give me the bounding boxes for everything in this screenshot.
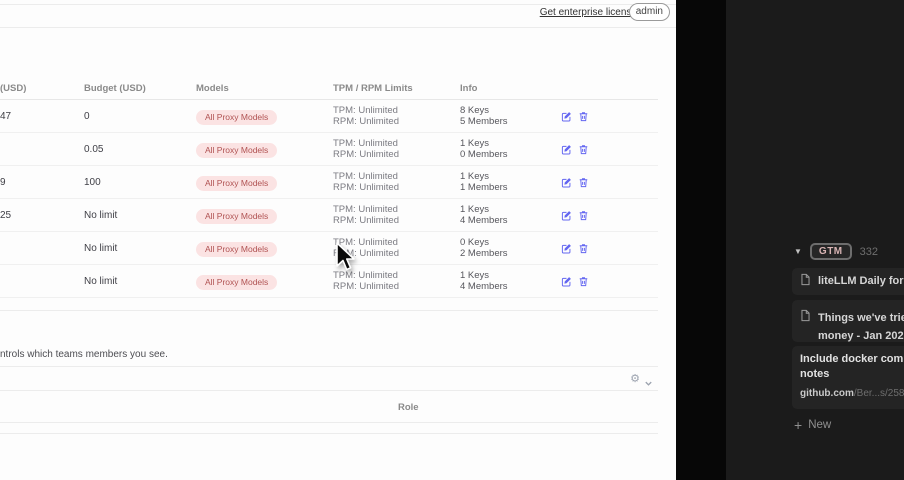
teams-table-header: (USD) Budget (USD) Models TPM / RPM Limi… xyxy=(0,78,658,100)
team-row: No limit All Proxy Models TPM: Unlimited… xyxy=(0,232,658,265)
note-title: Things we've tried xyxy=(818,312,904,324)
header-budget-usd: Budget (USD) xyxy=(84,83,146,94)
notes-side-panel: ▼ GTM 332 liteLLM Daily forma Things we'… xyxy=(726,0,904,480)
budget-cell: 0.05 xyxy=(84,143,104,155)
note-title: liteLLM Daily forma xyxy=(818,275,904,287)
info-cell: 8 Keys 5 Members xyxy=(460,104,508,128)
spend-cell: 9 xyxy=(0,176,6,188)
team-row: 9 100 All Proxy Models TPM: Unlimited RPM… xyxy=(0,166,658,199)
top-hairline xyxy=(0,4,676,5)
edit-team-icon[interactable] xyxy=(561,111,572,122)
team-key-helper-text: ntrols which teams members you see. xyxy=(0,349,168,360)
models-badge: All Proxy Models xyxy=(196,241,278,257)
note-item[interactable]: liteLLM Daily forma xyxy=(792,268,904,295)
team-row: 47 0 All Proxy Models TPM: Unlimited RPM:… xyxy=(0,100,658,133)
group-tag-badge[interactable]: GTM xyxy=(809,243,852,260)
info-cell: 1 Keys 1 Members xyxy=(460,170,508,194)
edit-team-icon[interactable] xyxy=(561,177,572,188)
edit-team-icon[interactable] xyxy=(561,144,572,155)
limits-cell: TPM: Unlimited RPM: Unlimited xyxy=(333,203,399,227)
table-bottom-divider xyxy=(0,310,658,311)
members-table-end-divider xyxy=(0,433,658,434)
enterprise-license-link[interactable]: Get enterprise license xyxy=(539,7,637,18)
info-cell: 0 Keys 2 Members xyxy=(460,236,508,260)
mouse-cursor xyxy=(334,241,358,278)
team-row: 25 No limit All Proxy Models TPM: Unlimi… xyxy=(0,199,658,232)
note-source-link[interactable]: github.com/Ber...s/2587 xyxy=(800,388,904,399)
limits-cell: TPM: Unlimited RPM: Unlimited xyxy=(333,269,399,293)
new-note-button[interactable]: + New xyxy=(794,418,831,432)
group-header: ▼ GTM 332 xyxy=(794,243,878,260)
team-row: No limit All Proxy Models TPM: Unlimited… xyxy=(0,265,658,298)
group-count: 332 xyxy=(859,245,878,258)
note-title-line2: notes xyxy=(800,368,830,380)
limits-cell: TPM: Unlimited RPM: Unlimited xyxy=(333,170,399,194)
budget-cell: 0 xyxy=(84,110,90,122)
edit-team-icon[interactable] xyxy=(561,276,572,287)
models-badge: All Proxy Models xyxy=(196,142,278,158)
edit-team-icon[interactable] xyxy=(561,210,572,221)
topbar-divider xyxy=(0,27,676,28)
role-column-header: Role xyxy=(398,402,419,413)
new-note-label: New xyxy=(808,419,832,431)
window-gap xyxy=(676,0,726,480)
document-icon xyxy=(800,309,811,336)
budget-cell: 100 xyxy=(84,176,101,188)
teams-table: (USD) Budget (USD) Models TPM / RPM Limi… xyxy=(0,78,658,298)
limits-cell: TPM: Unlimited RPM: Unlimited xyxy=(333,137,399,161)
budget-cell: No limit xyxy=(84,209,118,221)
budget-cell: No limit xyxy=(84,275,118,287)
info-cell: 1 Keys 4 Members xyxy=(460,269,508,293)
chevron-down-icon[interactable] xyxy=(644,375,653,393)
delete-team-icon[interactable] xyxy=(578,177,589,188)
header-info: Info xyxy=(460,83,478,94)
link-path: /Ber...s/2587 xyxy=(853,388,904,399)
gear-icon[interactable]: ⚙ xyxy=(630,373,640,385)
members-table-header-row: Role xyxy=(0,391,658,423)
delete-team-icon[interactable] xyxy=(578,111,589,122)
note-title: Include docker comma xyxy=(800,353,904,365)
note-item[interactable]: Include docker comma notes github.com/Be… xyxy=(792,346,904,409)
note-item[interactable]: Things we've tried money - Jan 2023 xyxy=(792,300,904,342)
document-icon xyxy=(800,273,811,291)
edit-team-icon[interactable] xyxy=(561,243,572,254)
header-spend-usd: (USD) xyxy=(0,83,27,94)
admin-user-button[interactable]: admin xyxy=(628,3,670,21)
models-badge: All Proxy Models xyxy=(196,109,278,125)
team-row: 0.05 All Proxy Models TPM: Unlimited RPM:… xyxy=(0,133,658,166)
limits-cell: TPM: Unlimited RPM: Unlimited xyxy=(333,104,399,128)
collapse-triangle-icon[interactable]: ▼ xyxy=(794,247,802,256)
info-cell: 1 Keys 4 Members xyxy=(460,203,508,227)
spend-cell: 25 xyxy=(0,209,12,221)
plus-icon: + xyxy=(794,417,803,433)
info-cell: 1 Keys 0 Members xyxy=(460,137,508,161)
models-badge: All Proxy Models xyxy=(196,274,278,290)
spend-cell: 47 xyxy=(0,110,12,122)
delete-team-icon[interactable] xyxy=(578,144,589,155)
delete-team-icon[interactable] xyxy=(578,276,589,287)
models-badge: All Proxy Models xyxy=(196,208,278,224)
models-badge: All Proxy Models xyxy=(196,175,278,191)
link-domain: github.com xyxy=(800,388,854,399)
header-tpm-rpm: TPM / RPM Limits xyxy=(333,83,413,94)
header-models: Models xyxy=(196,83,229,94)
note-title-line2: money - Jan 2023 xyxy=(818,330,904,342)
members-table-toolbar: ⚙ xyxy=(0,366,658,391)
limits-cell: TPM: Unlimited RPM: Unlimited xyxy=(333,236,399,260)
budget-cell: No limit xyxy=(84,242,118,254)
delete-team-icon[interactable] xyxy=(578,210,589,221)
admin-page: Get enterprise license admin (USD) Budge… xyxy=(0,3,676,434)
delete-team-icon[interactable] xyxy=(578,243,589,254)
